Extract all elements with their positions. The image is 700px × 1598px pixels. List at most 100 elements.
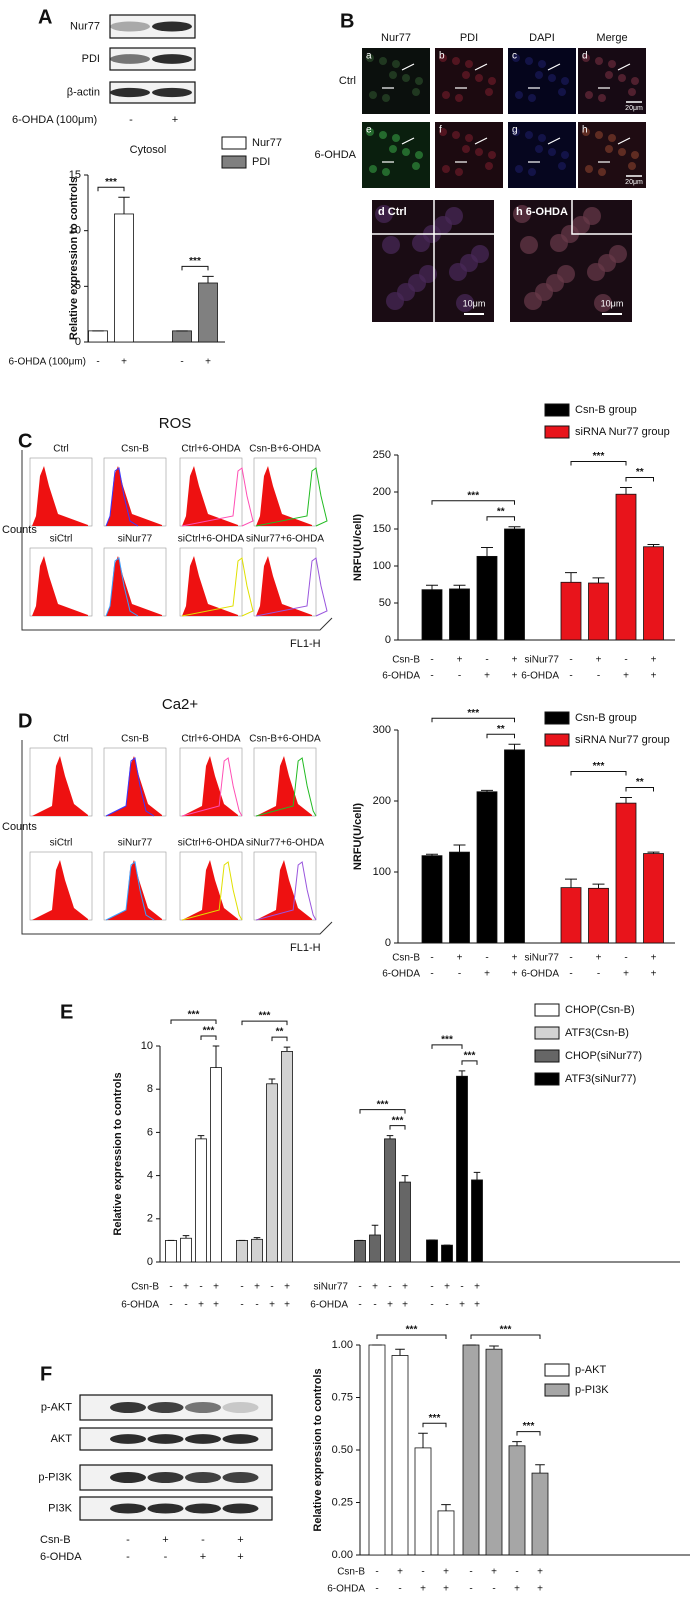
y-axis-label: NRFU(U/cell) [352,803,364,871]
bar [437,1510,455,1556]
cell [445,207,463,225]
significance-label: *** [203,1026,215,1037]
panel-letter-small: d [582,51,588,62]
cell [465,134,473,142]
flow-overlay [105,861,155,921]
treatment-sign: - [569,953,572,964]
treatment-sign: - [96,357,99,368]
cell [595,131,603,139]
blot-band [152,54,192,64]
y-tick-label: 100 [373,866,391,878]
cell [369,91,377,99]
y-tick-label: 100 [373,560,391,572]
treatment-sign: - [240,1300,243,1311]
column-header: DAPI [529,32,555,44]
treatment-label: 6-OHDA (100μm) [12,114,97,126]
treatment-sign: + [512,655,518,666]
cell [513,205,531,223]
chart-title: Ca2+ [162,696,199,713]
treatment-sign: + [198,1300,204,1311]
cell [618,74,626,82]
significance-bracket [431,1044,463,1049]
treatment-sign: + [484,671,490,682]
bar [504,749,525,944]
y-tick-label: 0 [75,336,81,348]
bar [643,546,664,641]
arrow [547,63,561,71]
y-tick-label: 1.00 [332,1339,353,1351]
cell [631,151,639,159]
significance-label: *** [467,708,479,719]
legend-swatch [544,425,570,439]
bar [114,213,134,343]
legend-label: ATF3(siNur77) [565,1073,636,1085]
treatment-sign: + [444,1282,450,1293]
treatment-label: 6-OHDA [121,1300,159,1311]
treatment-sign: - [164,1551,168,1563]
error-bar [620,487,632,495]
cell [583,207,601,225]
cell [379,57,387,65]
bar [399,1181,411,1263]
blot-row-label: PI3K [48,1502,73,1514]
treatment-label: 6-OHDA [382,671,420,682]
error-bar [620,796,632,804]
bar [441,1244,453,1263]
treatment-sign: + [651,655,657,666]
error-bar [489,1345,499,1350]
cell [412,88,420,96]
panel-letter: B [340,10,354,32]
error-bar [118,196,130,214]
y-axis-label: Relative expression to controls [68,177,80,340]
error-bar [458,1070,466,1077]
error-bar [565,878,577,888]
cell [520,236,538,254]
column-header: Nur77 [381,32,411,44]
error-bar [647,544,660,547]
significance-bracket [570,461,627,466]
treatment-sign: + [512,969,518,980]
cell [415,77,423,85]
error-bar [441,1504,451,1511]
cell [558,88,566,96]
flow-histogram [182,556,238,616]
bar [471,1179,483,1263]
bar [560,581,582,641]
cell [439,128,447,136]
treatment-sign: + [484,969,490,980]
y-tick-label: 300 [373,724,391,736]
significance-label: *** [593,761,605,772]
blot-band [110,21,150,32]
cell [548,74,556,82]
y-tick-label: 0 [385,937,391,949]
flow-overlay [181,557,254,617]
legend-swatch [544,403,570,417]
treatment-sign: - [255,1300,258,1311]
bar [456,1075,468,1263]
significance-bracket [461,1060,478,1065]
arrow [617,63,631,71]
treatment-sign: - [430,655,433,666]
cell [525,131,533,139]
cell [535,145,543,153]
bar [384,1138,396,1263]
significance-bracket [422,1422,447,1428]
cell [528,168,536,176]
significance-bracket [486,733,515,739]
treatment-sign: + [121,357,127,368]
legend-label: PDI [252,156,270,168]
treatment-sign: + [269,1300,275,1311]
cell [582,128,590,136]
zoom-label: d Ctrl [378,206,407,218]
inset-frame [372,233,435,322]
cell [375,205,393,223]
treatment-sign: + [596,953,602,964]
cell [415,151,423,159]
significance-label: *** [429,1413,441,1424]
treatment-label: siNur77 [525,953,560,964]
panel-letter: F [40,1363,52,1385]
flow-histogram [256,860,312,920]
panel-letter: E [60,1001,73,1023]
cell [618,148,626,156]
flow-label: Ctrl+6-OHDA [181,444,241,455]
